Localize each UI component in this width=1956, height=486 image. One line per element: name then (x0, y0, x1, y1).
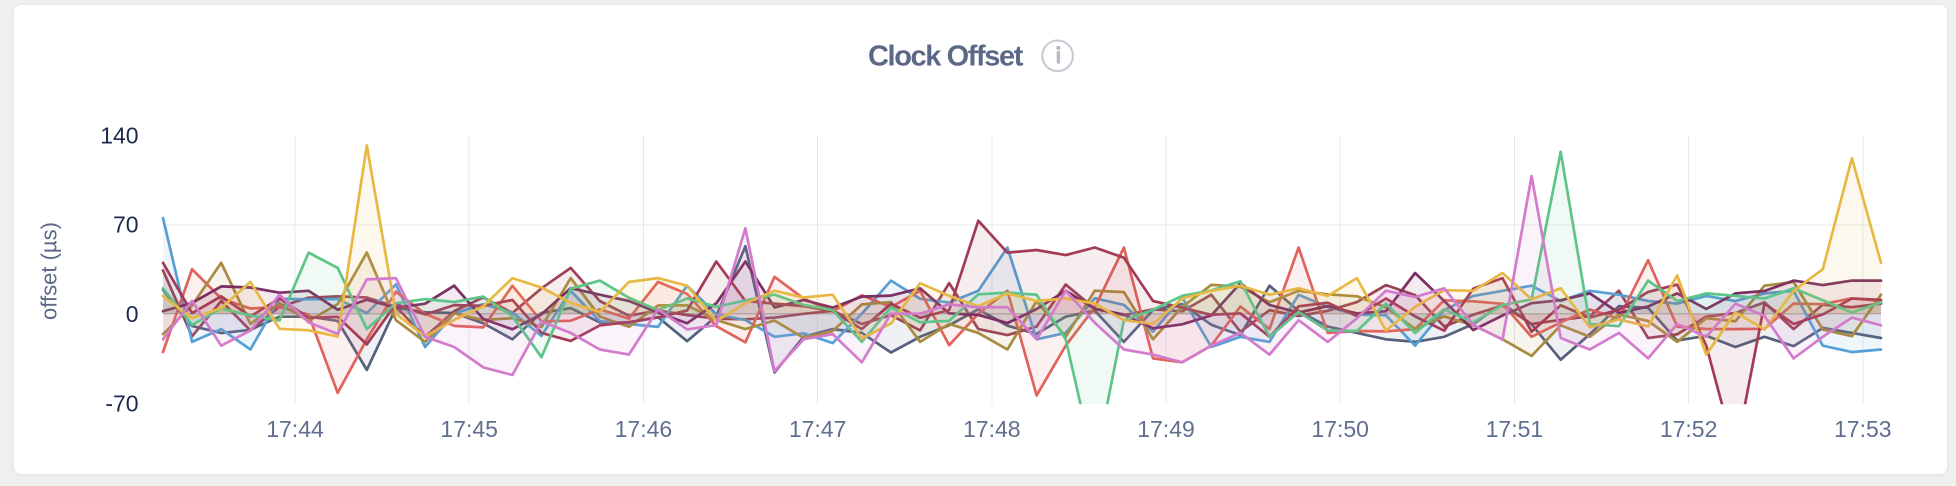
svg-text:17:49: 17:49 (1137, 416, 1195, 442)
svg-text:17:48: 17:48 (963, 416, 1021, 442)
svg-text:17:52: 17:52 (1660, 416, 1718, 442)
svg-text:17:47: 17:47 (789, 416, 847, 442)
svg-text:0: 0 (126, 301, 139, 327)
svg-text:17:45: 17:45 (440, 416, 498, 442)
svg-text:17:50: 17:50 (1311, 416, 1369, 442)
svg-text:17:46: 17:46 (615, 416, 673, 442)
svg-text:70: 70 (113, 212, 139, 238)
svg-text:offset (µs): offset (µs) (37, 222, 62, 320)
svg-text:17:53: 17:53 (1834, 416, 1892, 442)
svg-text:140: 140 (100, 122, 138, 148)
svg-text:17:51: 17:51 (1486, 416, 1544, 442)
svg-text:17:44: 17:44 (266, 416, 324, 442)
svg-text:Clock Offset: Clock Offset (868, 41, 1024, 73)
svg-text:-70: -70 (105, 390, 138, 416)
